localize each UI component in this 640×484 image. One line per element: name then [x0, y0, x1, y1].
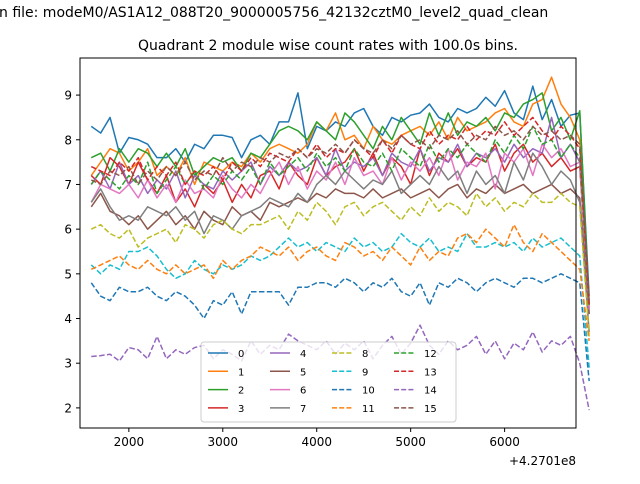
legend-label-0: 0 [238, 349, 244, 360]
series-line-7 [90, 152, 590, 332]
x-tick-label-3000: 3000 [208, 435, 239, 449]
x-tick-label-2000: 2000 [114, 435, 145, 449]
y-tick-label-5: 5 [64, 267, 72, 281]
y-tick-label-4: 4 [64, 312, 72, 326]
legend-label-9: 9 [362, 367, 368, 378]
legend-label-1: 1 [238, 367, 244, 378]
series-line-12 [90, 125, 590, 306]
series-line-6 [90, 143, 590, 310]
legend-label-2: 2 [238, 386, 244, 397]
legend-label-3: 3 [238, 404, 244, 415]
y-tick-label-7: 7 [64, 178, 72, 192]
y-tick-label-6: 6 [64, 223, 72, 237]
series-line-14 [91, 324, 590, 411]
y-axis-ticks: 2 3 4 5 6 7 8 9 [64, 89, 80, 415]
legend-label-7: 7 [300, 404, 306, 415]
legend-label-10: 10 [362, 386, 375, 397]
legend-box [200, 341, 457, 423]
series-line-2 [90, 92, 590, 306]
legend-label-6: 6 [300, 386, 306, 397]
figure-suptitle: n file: modeM0/AS1A12_088T20_9000005756_… [0, 5, 548, 21]
legend-label-14: 14 [424, 386, 437, 397]
series-line-15 [90, 125, 590, 301]
legend-label-4: 4 [300, 349, 306, 360]
series-line-11 [90, 223, 590, 341]
plot-area: 2000 3000 4000 5000 6000 2 3 4 5 6 7 8 9 +4.2701e8 [64, 57, 590, 468]
x-axis-ticks: 2000 3000 4000 5000 6000 [114, 428, 520, 449]
legend-label-11: 11 [362, 404, 375, 415]
legend-label-15: 15 [424, 404, 437, 415]
series-line-8 [90, 192, 590, 337]
y-tick-label-3: 3 [64, 357, 72, 371]
legend-label-8: 8 [362, 349, 368, 360]
x-axis-offset-label: +4.2701e8 [509, 454, 576, 468]
legend-label-5: 5 [300, 367, 306, 378]
x-tick-label-6000: 6000 [489, 435, 520, 449]
x-tick-label-4000: 4000 [301, 435, 332, 449]
series-line-5 [90, 183, 590, 315]
y-tick-label-8: 8 [64, 133, 72, 147]
series-line-13 [90, 116, 590, 306]
y-tick-label-9: 9 [64, 89, 72, 103]
y-tick-label-2: 2 [64, 401, 72, 415]
legend-label-13: 13 [424, 367, 437, 378]
series-line-9 [90, 232, 590, 368]
series-line-10 [90, 273, 590, 382]
chart-title: Quadrant 2 module wise count rates with … [138, 38, 518, 54]
axes-frame [79, 57, 577, 429]
series-layer [90, 76, 590, 411]
legend-label-12: 12 [424, 349, 437, 360]
x-tick-label-5000: 5000 [395, 435, 426, 449]
